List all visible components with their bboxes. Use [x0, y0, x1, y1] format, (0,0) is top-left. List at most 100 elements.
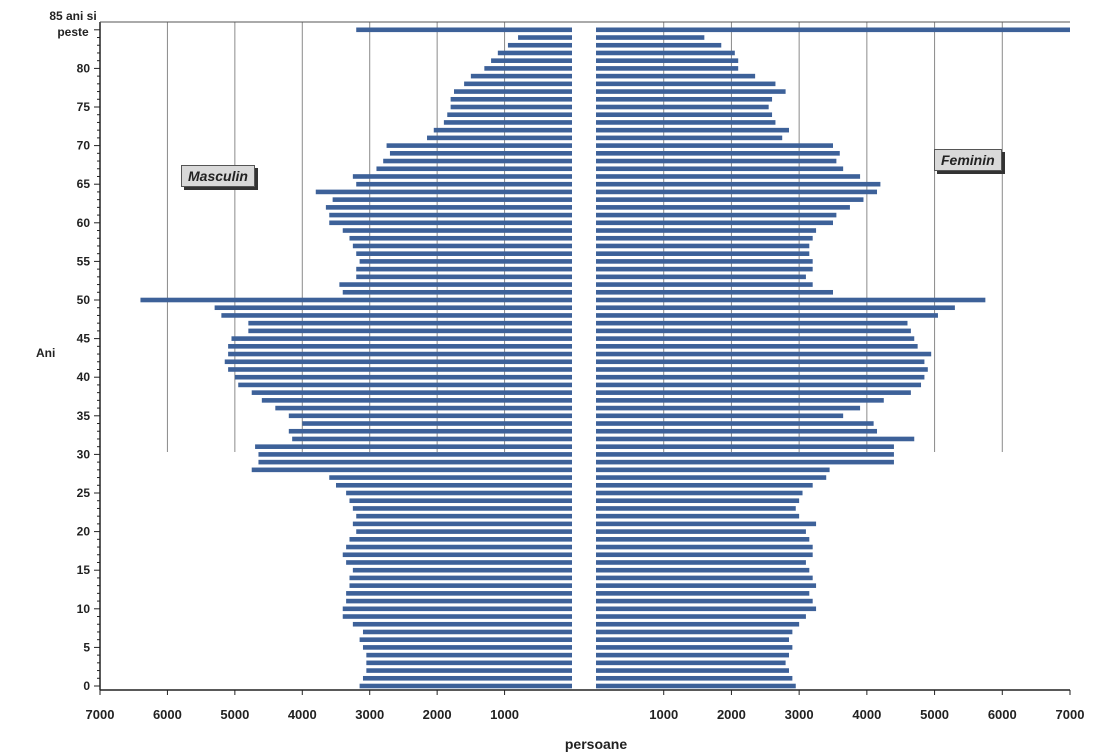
- y-tick-label: 60: [77, 216, 91, 230]
- bar-feminin: [596, 398, 884, 403]
- bar-masculin: [325, 205, 572, 210]
- bar-masculin: [447, 112, 572, 118]
- bar-feminin: [596, 614, 806, 619]
- bar-masculin: [292, 436, 572, 442]
- bar-feminin: [596, 529, 806, 534]
- bar-feminin: [596, 436, 915, 442]
- y-tick-label: 5: [83, 640, 90, 654]
- y-top-label-line1: 85 ani si: [49, 9, 96, 23]
- bar-masculin: [470, 73, 572, 79]
- bar-feminin: [596, 459, 894, 465]
- bar-masculin: [258, 452, 572, 457]
- bar-masculin: [450, 104, 572, 110]
- y-tick-label: 70: [77, 139, 91, 153]
- bar-feminin: [596, 220, 833, 226]
- feminin-label: Feminin: [934, 149, 1002, 171]
- bar-feminin: [596, 575, 813, 581]
- x-tick-label-left: 6000: [153, 707, 182, 722]
- bar-masculin: [251, 390, 572, 395]
- x-tick-label-left: 2000: [423, 707, 452, 722]
- bar-feminin: [596, 583, 817, 588]
- bar-feminin: [596, 645, 793, 650]
- bar-feminin: [596, 282, 813, 287]
- x-tick-label-right: 3000: [785, 707, 814, 722]
- bar-masculin: [315, 189, 572, 195]
- bar-masculin: [356, 27, 572, 33]
- bar-feminin: [596, 405, 861, 411]
- bar-masculin: [221, 313, 572, 318]
- bar-feminin: [596, 521, 817, 527]
- bar-masculin: [224, 359, 572, 365]
- bar-masculin: [352, 621, 572, 627]
- bar-masculin: [238, 382, 572, 388]
- bar-feminin: [596, 112, 773, 118]
- y-tick-label: 10: [77, 602, 91, 616]
- bar-masculin: [329, 220, 572, 226]
- bar-masculin: [346, 598, 572, 604]
- bar-feminin: [596, 552, 813, 558]
- bar-feminin: [596, 475, 827, 480]
- x-tick-label-right: 2000: [717, 707, 746, 722]
- bar-feminin: [596, 367, 928, 372]
- bar-masculin: [228, 351, 572, 357]
- bar-masculin: [484, 66, 572, 71]
- masculin-label: Masculin: [181, 165, 255, 187]
- bar-feminin: [596, 467, 830, 473]
- bar-feminin: [596, 328, 911, 334]
- bar-feminin: [596, 89, 786, 94]
- bar-feminin: [596, 197, 864, 202]
- bar-masculin: [349, 235, 572, 241]
- bar-masculin: [389, 151, 572, 156]
- x-tick-label-left: 4000: [288, 707, 317, 722]
- bar-feminin: [596, 181, 881, 187]
- bar-masculin: [342, 552, 572, 558]
- bar-feminin: [596, 104, 769, 110]
- x-tick-label-right: 1000: [649, 707, 678, 722]
- bar-masculin: [342, 614, 572, 619]
- y-tick-label: 50: [77, 293, 91, 307]
- bar-masculin: [342, 289, 572, 295]
- bar-feminin: [596, 305, 955, 311]
- bar-masculin: [255, 444, 573, 449]
- bar-masculin: [251, 467, 572, 473]
- bar-masculin: [329, 475, 572, 480]
- bar-masculin: [349, 583, 572, 588]
- bar-masculin: [275, 405, 572, 411]
- bar-masculin: [386, 143, 572, 148]
- bar-feminin: [596, 344, 918, 349]
- bar-feminin: [596, 289, 833, 295]
- bar-feminin: [596, 96, 773, 102]
- bar-feminin: [596, 27, 1070, 33]
- y-tick-label: 15: [77, 563, 91, 577]
- bar-feminin: [596, 537, 810, 542]
- bar-feminin: [596, 652, 789, 658]
- bar-feminin: [596, 251, 810, 256]
- bar-masculin: [356, 266, 572, 272]
- y-tick-label: 30: [77, 447, 91, 461]
- bar-feminin: [596, 591, 810, 596]
- bar-masculin: [356, 513, 572, 519]
- bar-feminin: [596, 660, 786, 666]
- bar-masculin: [454, 89, 572, 94]
- bar-feminin: [596, 166, 844, 172]
- bar-feminin: [596, 212, 837, 218]
- x-tick-label-left: 3000: [355, 707, 384, 722]
- bar-masculin: [258, 459, 572, 465]
- bar-masculin: [497, 50, 572, 56]
- y-tick-label: 25: [77, 486, 91, 500]
- bar-feminin: [596, 444, 894, 449]
- y-tick-label: 65: [77, 177, 91, 191]
- bar-masculin: [359, 259, 572, 264]
- bar-masculin: [383, 158, 572, 164]
- bar-feminin: [596, 336, 915, 341]
- bar-masculin: [248, 320, 573, 326]
- bar-feminin: [596, 490, 803, 496]
- bar-masculin: [346, 591, 572, 596]
- bar-feminin: [596, 598, 813, 604]
- bar-masculin: [376, 166, 572, 172]
- bar-masculin: [140, 297, 572, 303]
- bar-masculin: [288, 413, 572, 419]
- bar-feminin: [596, 421, 874, 426]
- bar-feminin: [596, 452, 894, 457]
